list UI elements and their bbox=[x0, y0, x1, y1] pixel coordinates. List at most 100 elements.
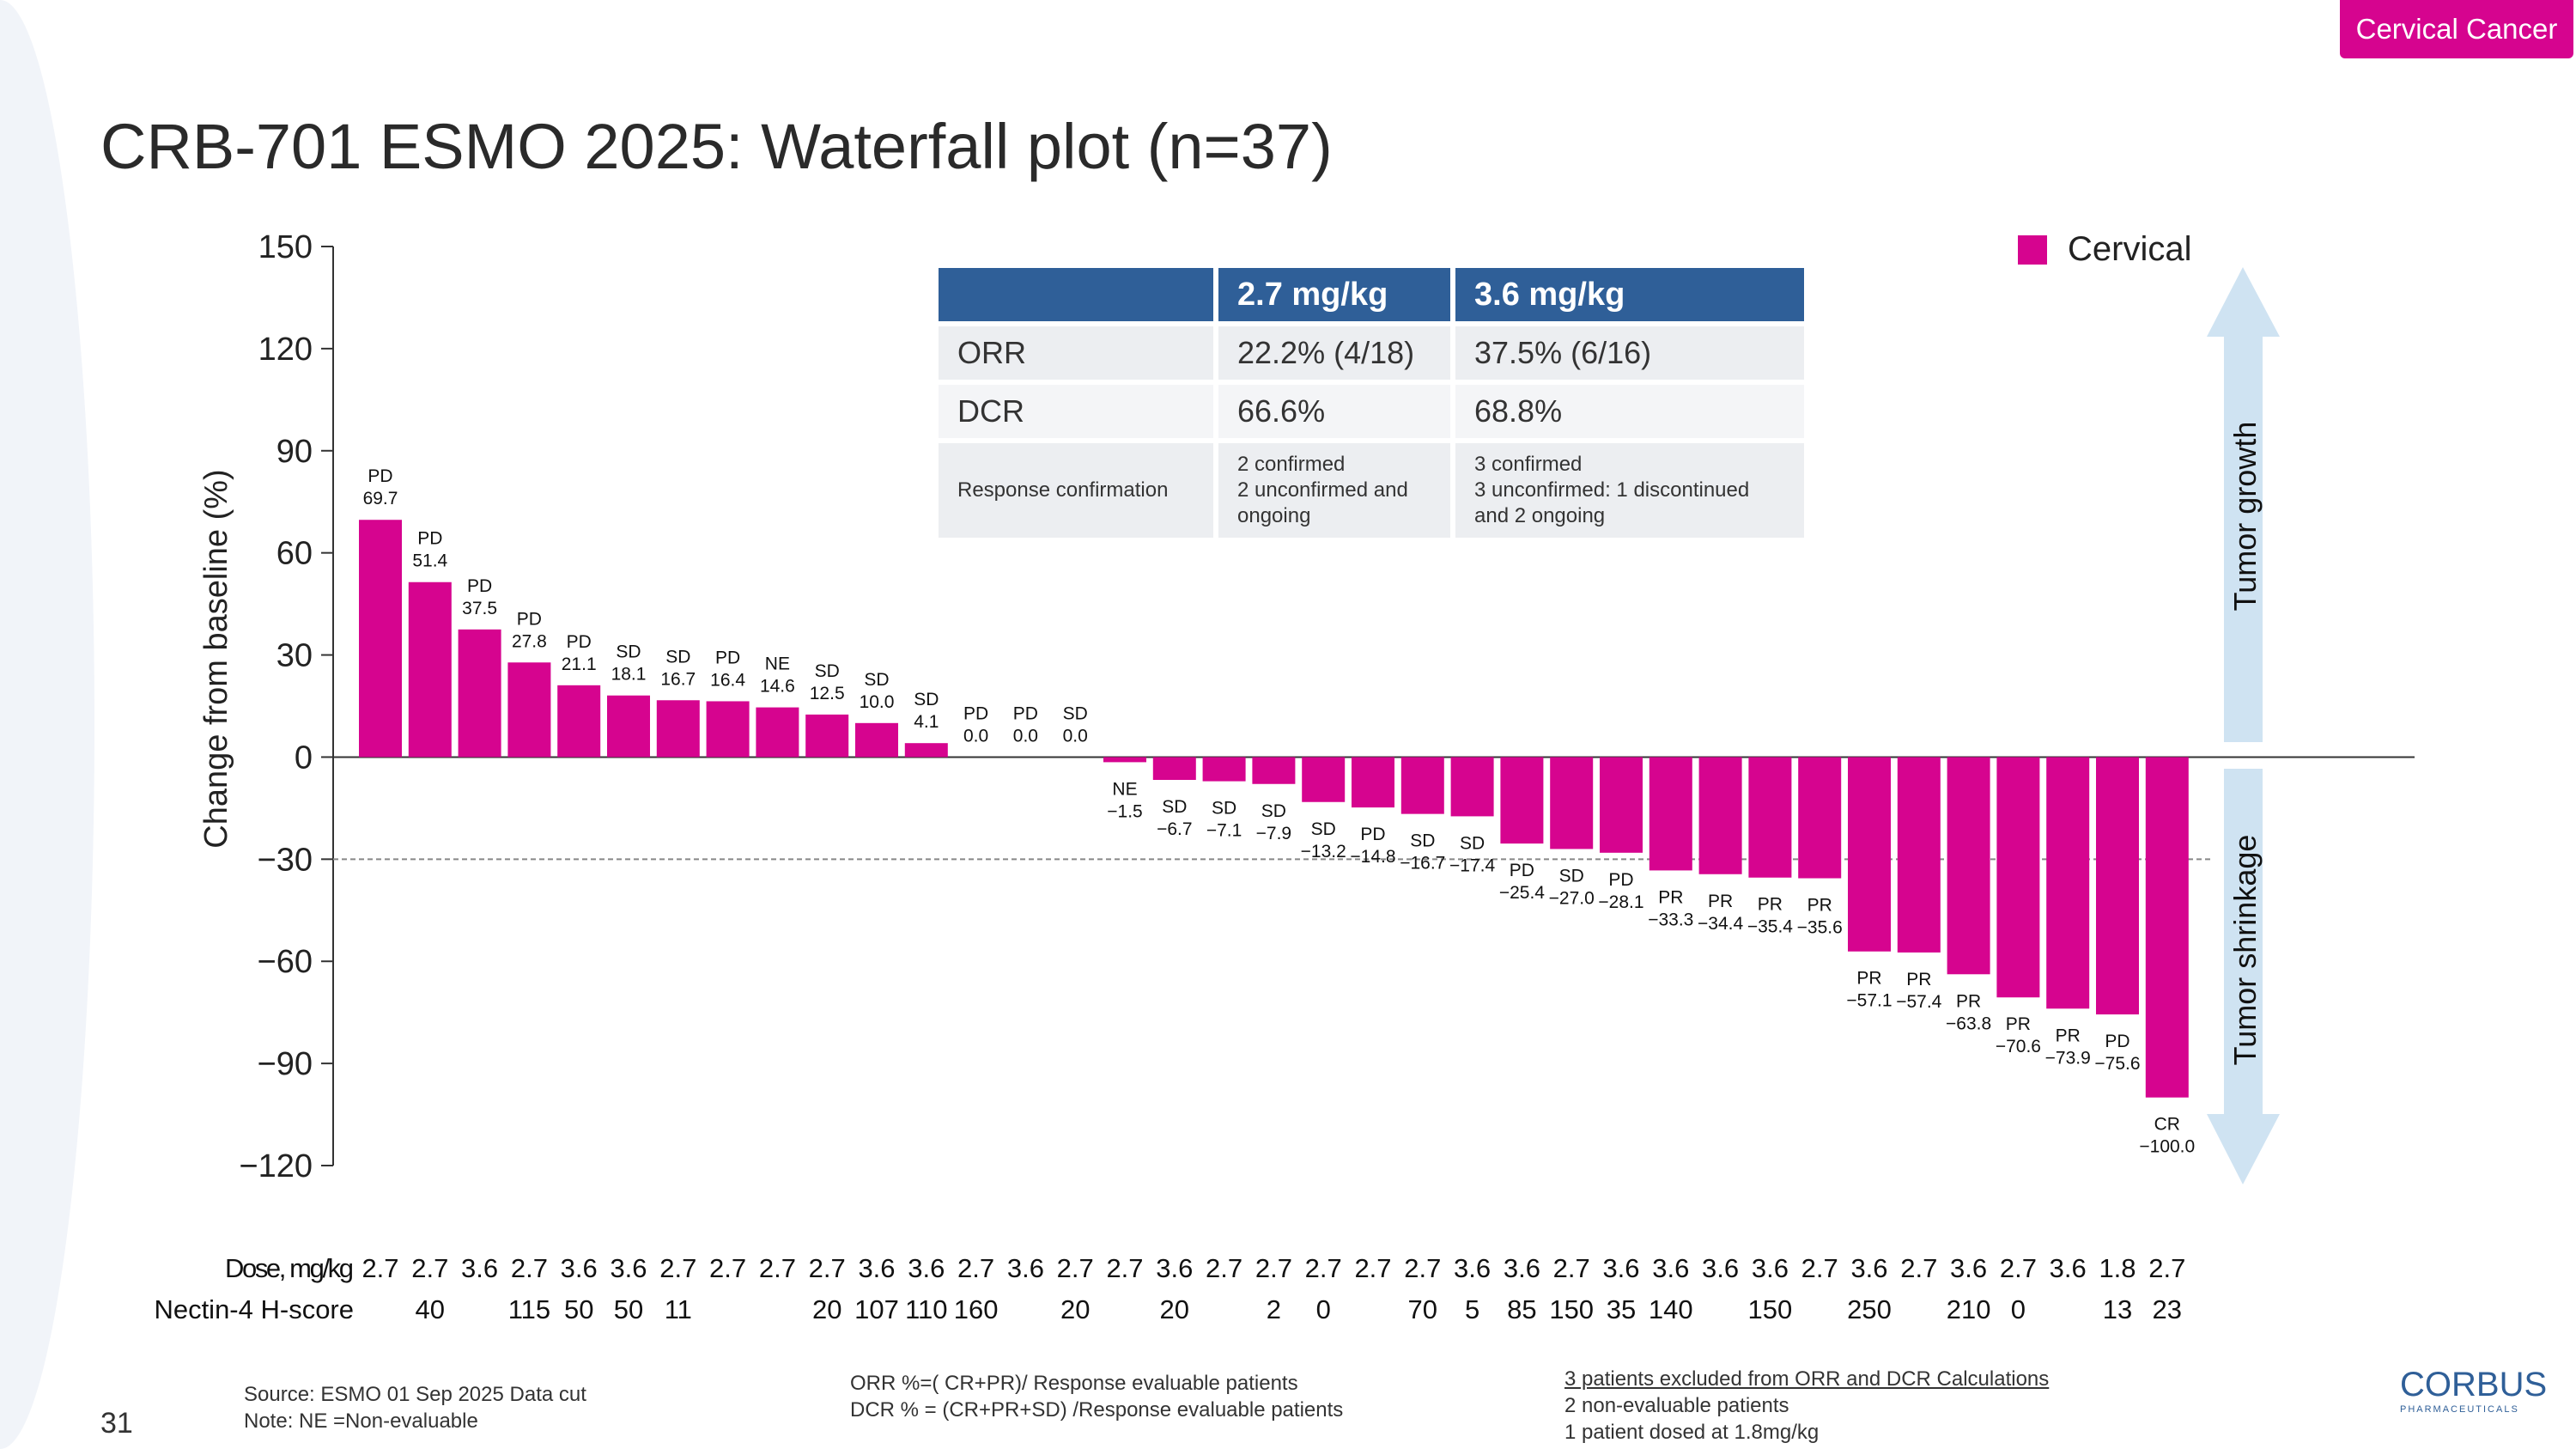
bar-value: 16.4 bbox=[710, 670, 745, 690]
hscore-value: 0 bbox=[2011, 1294, 2026, 1324]
hscore-value: 150 bbox=[1748, 1294, 1793, 1324]
bar-value: 12.5 bbox=[810, 684, 845, 703]
bar-label: PD 27.8 bbox=[512, 609, 547, 651]
bar bbox=[756, 707, 799, 758]
bar-value: −63.8 bbox=[1946, 1014, 1991, 1033]
dose-value: 2.7 bbox=[709, 1253, 746, 1283]
bar-response: PR bbox=[1956, 991, 1981, 1011]
bar bbox=[1302, 757, 1346, 802]
dose-value: 2.7 bbox=[2000, 1253, 2037, 1283]
bar bbox=[1450, 757, 1494, 817]
bar-response: SD bbox=[665, 647, 690, 667]
bar-value: −35.6 bbox=[1797, 918, 1843, 938]
y-tick-label: −90 bbox=[258, 1046, 313, 1082]
page-number: 31 bbox=[100, 1407, 133, 1440]
bar-response: SD bbox=[1311, 819, 1336, 839]
y-tick-label: −30 bbox=[258, 842, 313, 878]
y-tick-label: 30 bbox=[276, 638, 313, 674]
y-tick-label: −60 bbox=[258, 944, 313, 980]
bar bbox=[1152, 757, 1196, 780]
dose-value: 3.6 bbox=[1602, 1253, 1639, 1283]
bar-label: SD −27.0 bbox=[1549, 866, 1595, 908]
hscore-value: 150 bbox=[1549, 1294, 1594, 1324]
hscore-value: 5 bbox=[1465, 1294, 1479, 1324]
bar bbox=[359, 520, 402, 758]
hscore-value: 70 bbox=[1408, 1294, 1437, 1324]
bar bbox=[458, 629, 501, 758]
y-axis-label: Change from baseline (%) bbox=[198, 469, 234, 848]
footer-source: Source: ESMO 01 Sep 2025 Data cut Note: … bbox=[244, 1381, 586, 1434]
hscore-value: 160 bbox=[954, 1294, 999, 1324]
table-row: ORR 22.2% (4/18) 37.5% (6/16) bbox=[939, 326, 1804, 380]
bar-label: SD 16.7 bbox=[660, 647, 696, 689]
bar-label: PR −34.4 bbox=[1698, 892, 1743, 934]
bar-value: 16.7 bbox=[660, 669, 696, 689]
bar bbox=[2046, 757, 2090, 1009]
bar-label: NE −1.5 bbox=[1107, 779, 1142, 821]
bar bbox=[1748, 757, 1792, 878]
bar-response: PR bbox=[2056, 1026, 2081, 1045]
bar-response: CR bbox=[2154, 1115, 2180, 1135]
bar-label: SD 12.5 bbox=[810, 661, 845, 703]
tumor-shrinkage-label: Tumor shrinkage bbox=[2227, 834, 2263, 1066]
bar bbox=[507, 662, 551, 758]
bar bbox=[1649, 757, 1692, 871]
bar-response: PD bbox=[417, 529, 442, 549]
excluded-title: 3 patients excluded from ORR and DCR Cal… bbox=[1564, 1367, 2050, 1391]
bar bbox=[1947, 757, 1990, 975]
dose-value: 3.6 bbox=[461, 1253, 498, 1283]
bar-response: PD bbox=[1360, 825, 1385, 844]
bar-value: −17.4 bbox=[1449, 855, 1495, 875]
bar-value: 4.1 bbox=[914, 712, 939, 732]
dose-value: 2.7 bbox=[1106, 1253, 1143, 1283]
y-tick-label: −120 bbox=[239, 1148, 313, 1184]
y-tick-label: 60 bbox=[276, 536, 313, 572]
bar-label: PD −28.1 bbox=[1598, 870, 1643, 912]
bar bbox=[2096, 757, 2139, 1015]
legend-label: Cervical bbox=[2068, 230, 2192, 268]
dose-value: 3.6 bbox=[1504, 1253, 1540, 1283]
hscore-value: 40 bbox=[416, 1294, 445, 1324]
bar-value: 14.6 bbox=[760, 677, 795, 697]
bar bbox=[2145, 757, 2189, 1098]
bar-response: PD bbox=[467, 576, 492, 596]
table-row: Response confirmation 2 confirmed 2 unco… bbox=[939, 443, 1804, 538]
bar-value: −35.4 bbox=[1747, 917, 1793, 937]
bar-value: −34.4 bbox=[1698, 914, 1743, 934]
bar-value: 27.8 bbox=[512, 631, 547, 651]
bar bbox=[1698, 757, 1742, 874]
dose-value: 3.6 bbox=[858, 1253, 895, 1283]
bar-response: PR bbox=[1906, 970, 1931, 989]
bar-label: PR −35.4 bbox=[1747, 895, 1793, 937]
bar bbox=[805, 714, 849, 758]
dose-value: 3.6 bbox=[1950, 1253, 1987, 1283]
note-text: Note: NE =Non-evaluable bbox=[244, 1409, 478, 1433]
hscore-row-label: Nectin-4 H-score bbox=[154, 1294, 354, 1324]
dose-row-label: Dose, mg/kg bbox=[225, 1253, 354, 1283]
bar-label: SD −13.2 bbox=[1301, 819, 1346, 861]
bar-value: 21.1 bbox=[562, 654, 597, 674]
dose-value: 3.6 bbox=[1702, 1253, 1739, 1283]
dose-value: 3.6 bbox=[908, 1253, 945, 1283]
bar-label: SD −6.7 bbox=[1157, 797, 1192, 839]
table-header: 3.6 mg/kg bbox=[1455, 268, 1804, 321]
bar-value: −14.8 bbox=[1350, 847, 1395, 867]
table-cell: ORR bbox=[939, 326, 1213, 380]
bar-response: PD bbox=[963, 703, 988, 723]
bar bbox=[656, 700, 700, 758]
dose-value: 3.6 bbox=[561, 1253, 598, 1283]
orr-formula: ORR %=( CR+PR)/ Response evaluable patie… bbox=[850, 1372, 1298, 1395]
bar-value: −7.9 bbox=[1256, 824, 1291, 843]
table-cell: 22.2% (4/18) bbox=[1218, 326, 1450, 380]
bar-value: 18.1 bbox=[611, 665, 647, 685]
dose-value: 2.7 bbox=[1305, 1253, 1342, 1283]
bar-response: PD bbox=[567, 632, 592, 652]
dose-value: 2.7 bbox=[1057, 1253, 1094, 1283]
bar-label: PD −14.8 bbox=[1350, 825, 1395, 867]
bar bbox=[1996, 757, 2040, 998]
hscore-value: 50 bbox=[614, 1294, 643, 1324]
hscore-value: 20 bbox=[1160, 1294, 1189, 1324]
table-header: 2.7 mg/kg bbox=[1218, 268, 1450, 321]
bar bbox=[1400, 757, 1444, 814]
